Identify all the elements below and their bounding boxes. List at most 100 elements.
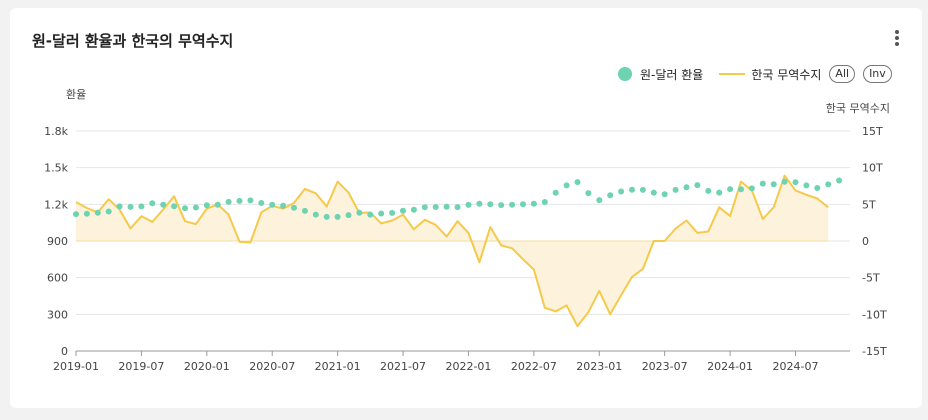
rate-point[interactable]: [563, 182, 570, 189]
y-left-tick-label: 600: [47, 272, 68, 285]
x-tick-label: 2021-01: [315, 360, 361, 373]
legend: 원-달러 환율 한국 무역수지 All Inv: [618, 64, 892, 84]
rate-point[interactable]: [225, 198, 232, 205]
rate-point[interactable]: [814, 185, 821, 191]
rate-point[interactable]: [541, 199, 548, 205]
legend-trade-marker[interactable]: [719, 73, 746, 75]
legend-rate-marker[interactable]: [618, 67, 632, 81]
y-right-tick-label: -10T: [862, 308, 887, 321]
rate-point[interactable]: [323, 213, 330, 220]
rate-point[interactable]: [596, 197, 603, 204]
x-tick-label: 2022-07: [511, 360, 557, 373]
rate-point[interactable]: [291, 204, 297, 211]
rate-point[interactable]: [661, 191, 668, 198]
rate-point[interactable]: [280, 202, 287, 209]
rate-point[interactable]: [378, 210, 385, 217]
rate-point[interactable]: [574, 179, 581, 186]
rate-point[interactable]: [269, 201, 276, 208]
y-axis-right: -15T -10T -5T 0 5T 10T 15T: [862, 125, 887, 358]
rate-point[interactable]: [421, 204, 428, 211]
rate-point[interactable]: [781, 178, 788, 185]
x-tick-label: 2019-01: [53, 360, 99, 373]
rate-point[interactable]: [432, 204, 439, 210]
rate-point[interactable]: [552, 189, 559, 196]
rate-point[interactable]: [509, 201, 516, 208]
trade-balance-area: [76, 175, 829, 327]
x-tick-label: 2020-01: [184, 360, 230, 373]
rate-point[interactable]: [825, 181, 832, 188]
legend-trade-label[interactable]: 한국 무역수지: [751, 67, 822, 82]
rate-point[interactable]: [367, 211, 374, 218]
invert-button[interactable]: Inv: [863, 65, 892, 83]
rate-point[interactable]: [454, 204, 461, 211]
y-right-tick-label: -15T: [862, 345, 887, 358]
y-right-tick-label: 15T: [862, 125, 883, 138]
rate-point[interactable]: [105, 208, 112, 215]
rate-point[interactable]: [487, 201, 494, 208]
rate-point[interactable]: [694, 182, 701, 189]
rate-point[interactable]: [803, 182, 810, 189]
rate-point[interactable]: [400, 207, 406, 214]
rate-point[interactable]: [585, 190, 592, 197]
rate-point[interactable]: [476, 200, 483, 207]
rate-point[interactable]: [443, 203, 450, 210]
rate-point[interactable]: [683, 184, 690, 191]
rate-point[interactable]: [498, 202, 505, 209]
more-vertical-icon[interactable]: [890, 30, 904, 50]
all-button[interactable]: All: [829, 65, 856, 83]
rate-point[interactable]: [759, 180, 766, 187]
y-left-tick-label: 1.2k: [44, 198, 68, 211]
rate-point[interactable]: [727, 186, 734, 193]
rate-point[interactable]: [748, 185, 755, 192]
rate-point[interactable]: [836, 177, 843, 184]
exchange-rate-series[interactable]: [73, 177, 843, 220]
rate-point[interactable]: [192, 204, 199, 211]
rate-point[interactable]: [410, 206, 417, 213]
y-right-tick-label: 0: [862, 235, 869, 248]
rate-point[interactable]: [171, 203, 178, 210]
rate-point[interactable]: [203, 202, 210, 209]
x-tick-label: 2023-01: [576, 360, 622, 373]
rate-point[interactable]: [73, 211, 79, 218]
rate-point[interactable]: [520, 201, 526, 208]
rate-point[interactable]: [356, 209, 363, 216]
y-right-tick-label: -5T: [862, 272, 880, 285]
rate-point[interactable]: [258, 200, 265, 206]
rate-point[interactable]: [236, 197, 243, 204]
rate-point[interactable]: [716, 189, 723, 196]
rate-point[interactable]: [301, 207, 308, 214]
rate-point[interactable]: [650, 189, 657, 196]
legend-rate-label[interactable]: 원-달러 환율: [640, 67, 704, 82]
rate-point[interactable]: [792, 179, 799, 186]
rate-point[interactable]: [672, 186, 679, 193]
rate-point[interactable]: [345, 212, 352, 219]
rate-point[interactable]: [738, 186, 744, 193]
chart-title: 원-달러 환율과 한국의 무역수지: [32, 32, 234, 50]
y-left-tick-label: 300: [47, 308, 68, 321]
rate-point[interactable]: [138, 203, 145, 210]
rate-point[interactable]: [94, 209, 101, 216]
rate-point[interactable]: [312, 211, 319, 218]
rate-point[interactable]: [705, 187, 712, 194]
y-left-tick-label: 1.8k: [44, 125, 68, 138]
rate-point[interactable]: [116, 203, 123, 210]
rate-point[interactable]: [530, 200, 537, 207]
y-left-tick-label: 1.5k: [44, 162, 68, 175]
rate-point[interactable]: [334, 213, 341, 220]
trade-balance-line[interactable]: [75, 174, 829, 328]
rate-point[interactable]: [770, 181, 777, 188]
rate-point[interactable]: [639, 186, 646, 193]
rate-point[interactable]: [182, 205, 188, 212]
rate-point[interactable]: [247, 197, 254, 204]
rate-point[interactable]: [465, 201, 472, 208]
y-axis-left: 0 300 600 900 1.2k 1.5k 1.8k: [44, 125, 68, 358]
rate-point[interactable]: [389, 209, 396, 216]
rate-point[interactable]: [214, 201, 221, 208]
rate-point[interactable]: [607, 192, 614, 199]
rate-point[interactable]: [629, 186, 635, 193]
rate-point[interactable]: [618, 188, 625, 195]
rate-point[interactable]: [83, 210, 90, 217]
rate-point[interactable]: [127, 203, 134, 210]
rate-point[interactable]: [149, 200, 156, 207]
rate-point[interactable]: [160, 201, 167, 208]
